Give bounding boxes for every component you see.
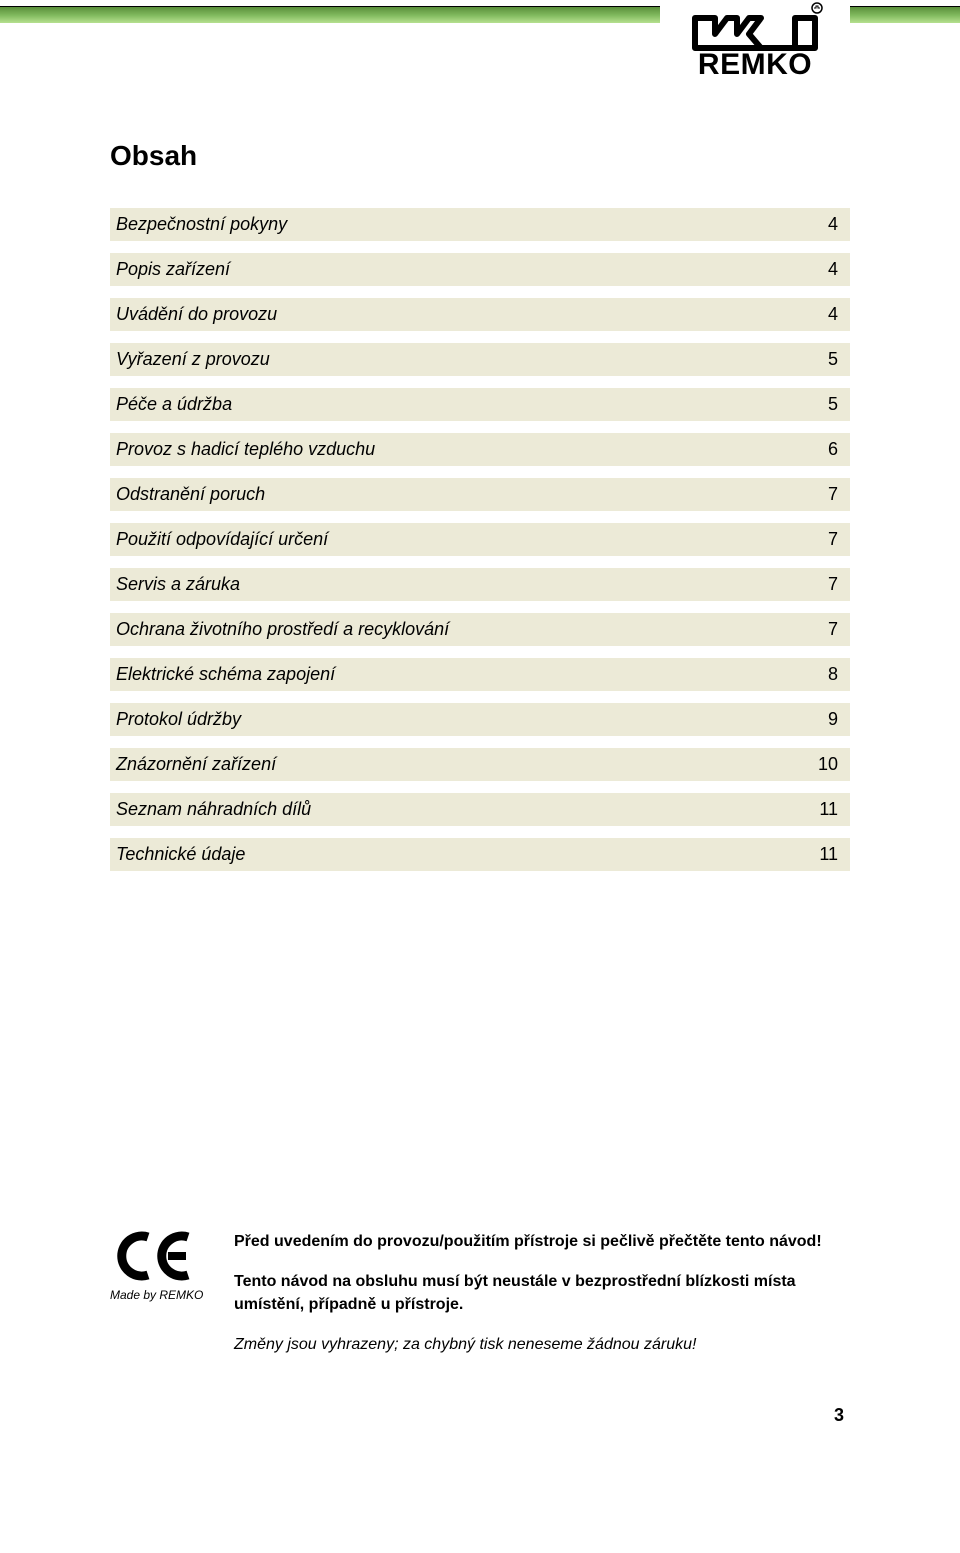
toc-label: Servis a záruka xyxy=(116,574,240,595)
toc-label: Ochrana životního prostředí a recyklován… xyxy=(116,619,449,640)
toc-row: Servis a záruka 7 xyxy=(110,568,850,601)
toc-label: Znázornění zařízení xyxy=(116,754,276,775)
toc-row: Vyřazení z provozu 5 xyxy=(110,343,850,376)
toc-row: Elektrické schéma zapojení 8 xyxy=(110,658,850,691)
toc-page: 7 xyxy=(828,529,838,550)
footer-block: Made by REMKO Před uvedením do provozu/p… xyxy=(110,1231,850,1375)
toc-row: Uvádění do provozu 4 xyxy=(110,298,850,331)
toc-page: 7 xyxy=(828,619,838,640)
toc-row: Ochrana životního prostředí a recyklován… xyxy=(110,613,850,646)
toc-label: Seznam náhradních dílů xyxy=(116,799,311,820)
toc-row: Popis zařízení 4 xyxy=(110,253,850,286)
toc-row: Seznam náhradních dílů 11 xyxy=(110,793,850,826)
page-title: Obsah xyxy=(110,140,850,172)
toc-page: 5 xyxy=(828,394,838,415)
toc-page: 6 xyxy=(828,439,838,460)
toc-page: 9 xyxy=(828,709,838,730)
toc-label: Elektrické schéma zapojení xyxy=(116,664,335,685)
toc-label: Vyřazení z provozu xyxy=(116,349,270,370)
page-content: Obsah Bezpečnostní pokyny 4 Popis zařízen… xyxy=(0,60,960,1466)
remko-logo-icon xyxy=(675,0,835,52)
brand-logo: REMKO xyxy=(660,0,850,90)
ce-mark-icon xyxy=(110,1231,200,1281)
toc-page: 7 xyxy=(828,484,838,505)
notice-line-3: Změny jsou vyhrazeny; za chybný tisk nen… xyxy=(234,1334,850,1356)
toc-page: 10 xyxy=(818,754,838,775)
made-by-label: Made by REMKO xyxy=(110,1288,210,1302)
toc-page: 5 xyxy=(828,349,838,370)
toc-label: Bezpečnostní pokyny xyxy=(116,214,287,235)
toc-label: Odstranění poruch xyxy=(116,484,265,505)
toc-row: Protokol údržby 9 xyxy=(110,703,850,736)
page-number: 3 xyxy=(110,1405,850,1426)
toc-page: 7 xyxy=(828,574,838,595)
header-bar: REMKO xyxy=(0,0,960,60)
toc-label: Technické údaje xyxy=(116,844,245,865)
toc-row: Péče a údržba 5 xyxy=(110,388,850,421)
toc-row: Technické údaje 11 xyxy=(110,838,850,871)
toc-page: 4 xyxy=(828,214,838,235)
toc-row: Bezpečnostní pokyny 4 xyxy=(110,208,850,241)
brand-name: REMKO xyxy=(660,48,850,82)
toc-label: Uvádění do provozu xyxy=(116,304,277,325)
notice-line-1: Před uvedením do provozu/použitím přístr… xyxy=(234,1231,850,1253)
toc-page: 8 xyxy=(828,664,838,685)
toc-row: Znázornění zařízení 10 xyxy=(110,748,850,781)
toc-row: Provoz s hadicí teplého vzduchu 6 xyxy=(110,433,850,466)
toc-row: Použití odpovídající určení 7 xyxy=(110,523,850,556)
toc-label: Provoz s hadicí teplého vzduchu xyxy=(116,439,375,460)
toc-page: 11 xyxy=(819,799,838,820)
toc-page: 4 xyxy=(828,304,838,325)
toc-list: Bezpečnostní pokyny 4 Popis zařízení 4 Uvá… xyxy=(110,208,850,871)
notice-line-2: Tento návod na obsluhu musí být neustále… xyxy=(234,1271,850,1316)
toc-label: Použití odpovídající určení xyxy=(116,529,328,550)
certification-marks: Made by REMKO xyxy=(110,1231,210,1302)
toc-page: 4 xyxy=(828,259,838,280)
notice-text: Před uvedením do provozu/použitím přístr… xyxy=(234,1231,850,1375)
toc-label: Popis zařízení xyxy=(116,259,230,280)
toc-label: Péče a údržba xyxy=(116,394,232,415)
toc-label: Protokol údržby xyxy=(116,709,241,730)
toc-row: Odstranění poruch 7 xyxy=(110,478,850,511)
toc-page: 11 xyxy=(819,844,838,865)
